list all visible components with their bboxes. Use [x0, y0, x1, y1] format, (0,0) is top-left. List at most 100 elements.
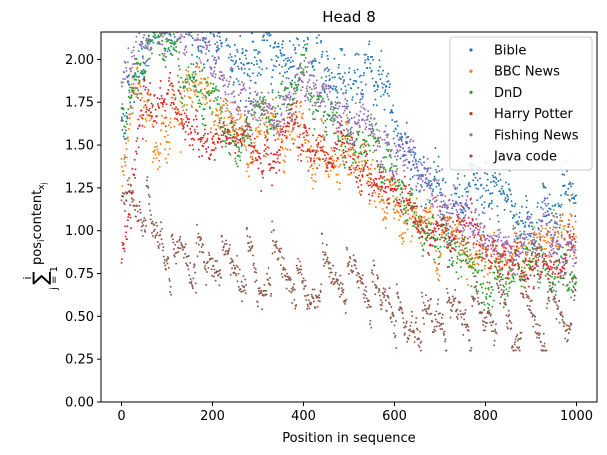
- point: [479, 196, 482, 199]
- point: [550, 268, 552, 271]
- point: [366, 118, 369, 121]
- point: [325, 151, 328, 154]
- point: [330, 119, 333, 122]
- point: [188, 32, 191, 35]
- point: [424, 173, 427, 176]
- point: [282, 159, 285, 162]
- point: [308, 61, 310, 64]
- point: [401, 232, 404, 235]
- point: [423, 189, 426, 192]
- point: [199, 102, 202, 105]
- point: [285, 137, 288, 140]
- point: [378, 192, 381, 195]
- point: [560, 194, 562, 197]
- point: [294, 111, 297, 114]
- point: [371, 194, 374, 197]
- point: [454, 192, 456, 195]
- point: [343, 142, 346, 145]
- point: [387, 133, 390, 136]
- point: [163, 100, 166, 103]
- point: [462, 249, 465, 252]
- point: [472, 246, 475, 249]
- point: [429, 187, 432, 190]
- point: [402, 237, 405, 240]
- point: [498, 236, 501, 239]
- point: [270, 123, 273, 126]
- point: [196, 55, 198, 58]
- point: [561, 212, 564, 215]
- point: [452, 184, 455, 187]
- point: [552, 208, 555, 211]
- point: [280, 54, 283, 57]
- point: [332, 162, 335, 165]
- point: [324, 105, 327, 108]
- point: [310, 145, 313, 148]
- point: [486, 244, 489, 247]
- point: [148, 107, 151, 110]
- point: [348, 142, 350, 145]
- point: [543, 236, 546, 239]
- point: [398, 181, 401, 184]
- point: [367, 143, 370, 146]
- point: [342, 92, 345, 95]
- point: [409, 201, 412, 204]
- point: [242, 82, 245, 85]
- point: [121, 184, 124, 187]
- point: [358, 75, 361, 78]
- point: [370, 123, 373, 125]
- point: [420, 226, 423, 229]
- point: [497, 238, 500, 241]
- point: [296, 100, 299, 103]
- point: [414, 219, 417, 222]
- point: [333, 166, 336, 169]
- point: [281, 46, 284, 49]
- point: [573, 237, 576, 240]
- point: [423, 220, 426, 223]
- point: [480, 222, 483, 225]
- point: [218, 117, 221, 120]
- point: [197, 45, 200, 48]
- point: [465, 205, 468, 208]
- point: [465, 186, 468, 189]
- point: [189, 96, 192, 99]
- point: [499, 258, 502, 260]
- point: [237, 133, 240, 136]
- point: [480, 183, 483, 186]
- point: [174, 117, 177, 120]
- point: [491, 174, 494, 177]
- point: [413, 174, 416, 177]
- point: [324, 170, 327, 173]
- point: [218, 35, 221, 38]
- point: [436, 194, 439, 197]
- point: [134, 168, 137, 171]
- point: [407, 212, 410, 215]
- point: [253, 116, 256, 119]
- point: [257, 100, 259, 103]
- point: [349, 130, 352, 133]
- point: [286, 70, 289, 73]
- point: [433, 179, 436, 182]
- point: [496, 271, 499, 274]
- point: [248, 110, 251, 113]
- point: [420, 175, 423, 178]
- point: [492, 176, 495, 179]
- point: [378, 139, 380, 142]
- point: [234, 140, 237, 142]
- point: [457, 277, 460, 280]
- point: [378, 73, 380, 76]
- point: [157, 151, 160, 154]
- point: [178, 68, 181, 71]
- point: [442, 236, 445, 239]
- point: [542, 213, 545, 215]
- point: [464, 253, 467, 256]
- point: [128, 113, 131, 116]
- point: [313, 75, 315, 77]
- point: [526, 216, 529, 219]
- point: [284, 64, 287, 67]
- point: [251, 158, 254, 161]
- point: [191, 137, 194, 140]
- point: [461, 205, 464, 208]
- point: [387, 80, 390, 83]
- point: [231, 67, 234, 70]
- point: [333, 76, 336, 79]
